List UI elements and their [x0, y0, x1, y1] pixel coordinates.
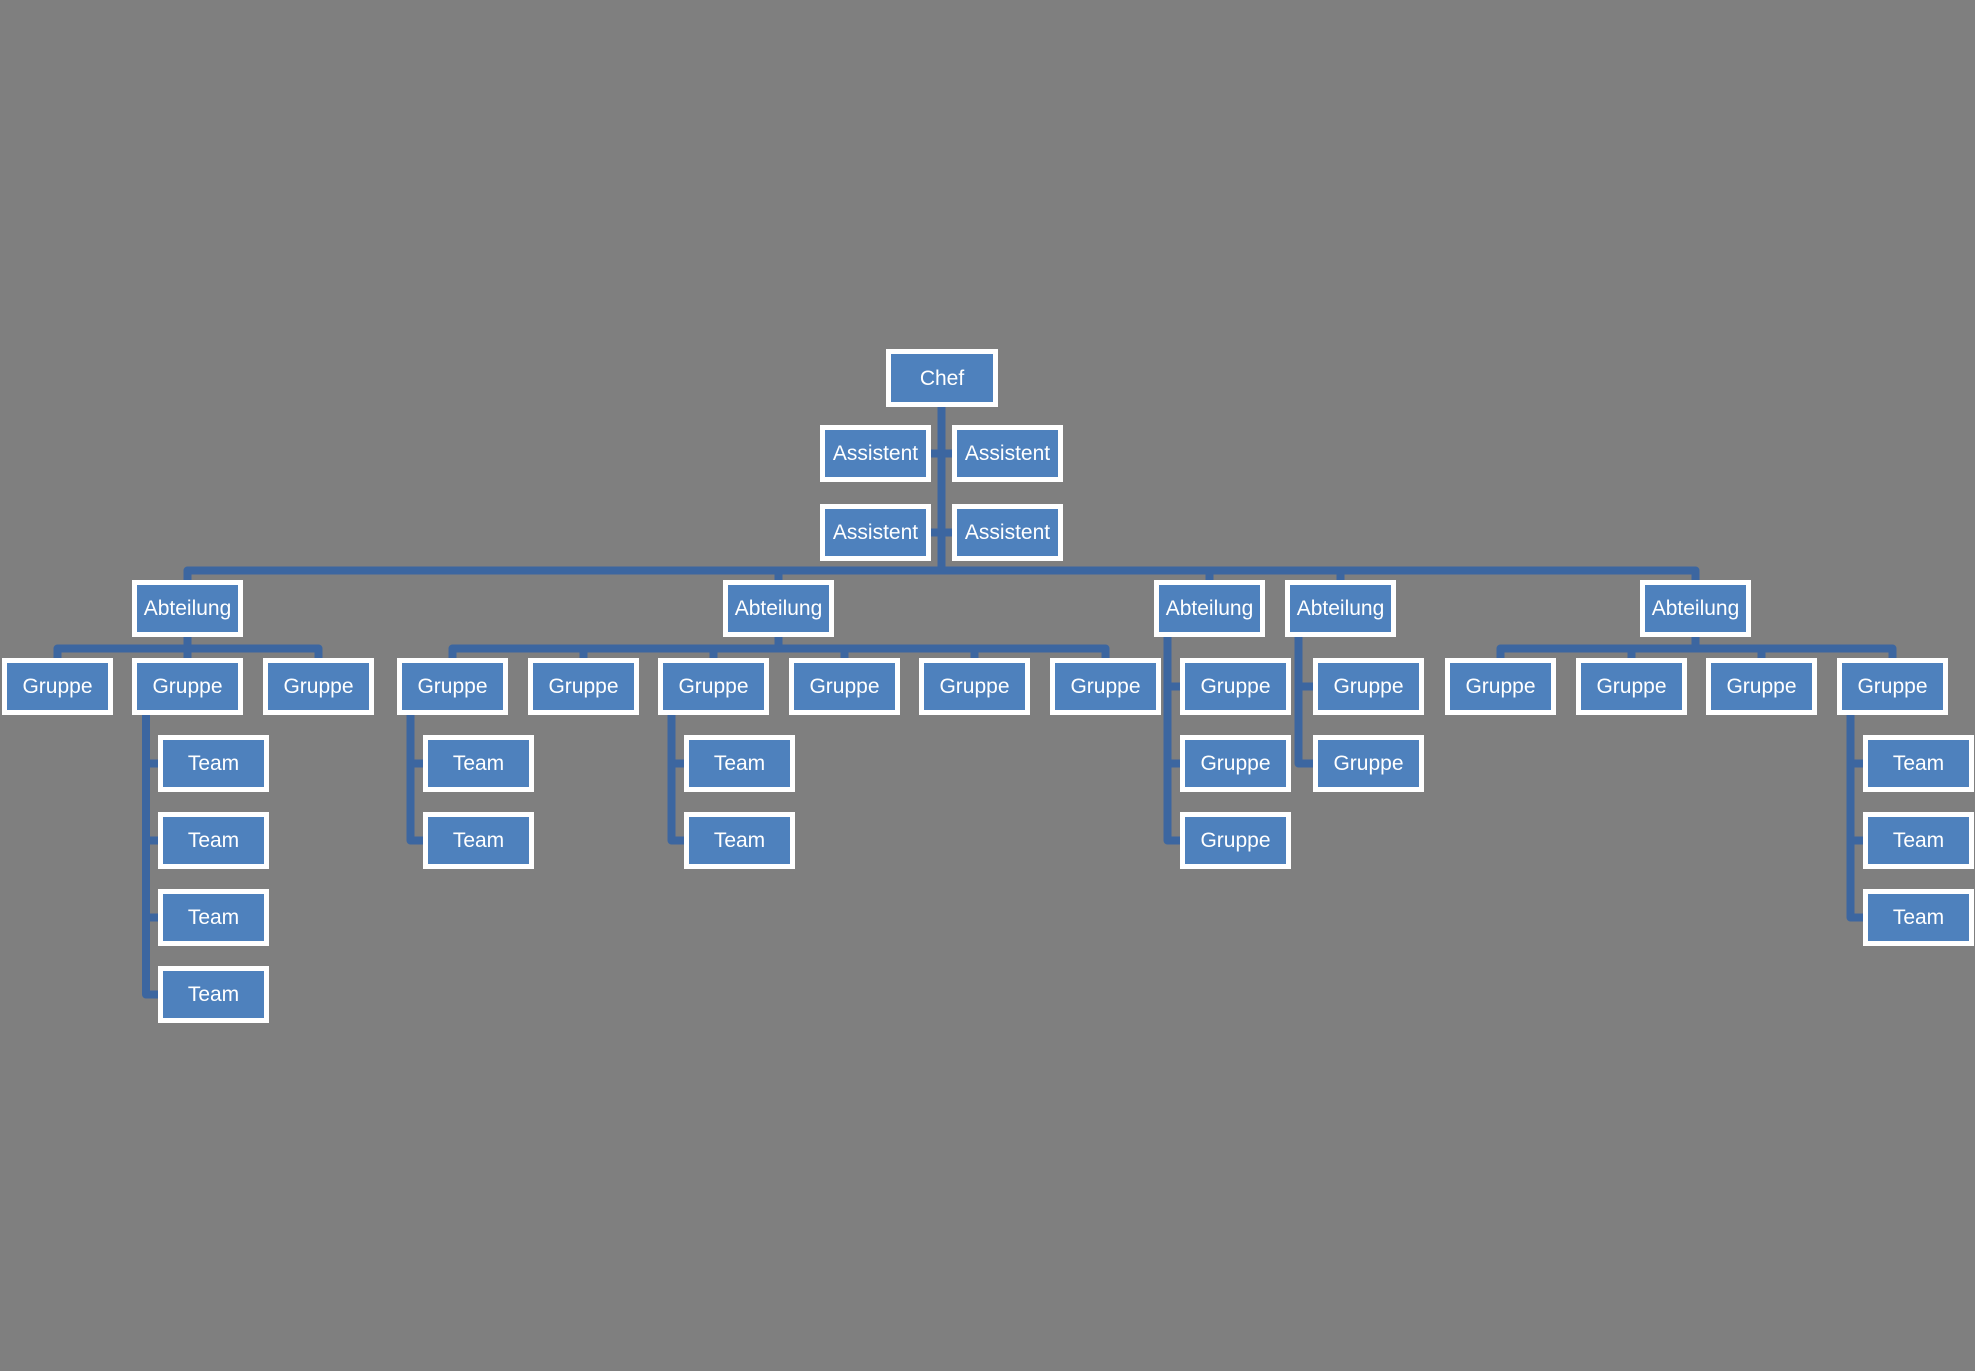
connector-abteilung-4-hang-line	[1294, 637, 1313, 768]
node-gruppe-2-3[interactable]: Gruppe	[658, 658, 769, 715]
connector-gruppe-5-4-teams-line	[1846, 715, 1863, 922]
node-gruppe-5-1[interactable]: Gruppe	[1445, 658, 1556, 715]
node-assistent-4[interactable]: Assistent	[952, 504, 1063, 561]
connector-abteilung-5-children-line	[1496, 644, 1897, 658]
connector-gruppe-1-2-teams-line	[142, 715, 158, 999]
node-gruppe-3-1[interactable]: Gruppe	[1180, 658, 1291, 715]
node-gruppe-5-2[interactable]: Gruppe	[1576, 658, 1687, 715]
connector-gruppe-2-3-teams-line	[667, 715, 684, 845]
connector-abteilung-1-children-line	[53, 644, 323, 658]
node-gruppe-3-2[interactable]: Gruppe	[1180, 735, 1291, 792]
node-gruppe-3-3[interactable]: Gruppe	[1180, 812, 1291, 869]
node-gruppe-2-6[interactable]: Gruppe	[1050, 658, 1161, 715]
node-abteilung-2[interactable]: Abteilung	[723, 580, 834, 637]
node-team-2-1[interactable]: Team	[423, 735, 534, 792]
node-team-1-3[interactable]: Team	[158, 889, 269, 946]
node-gruppe-1-2[interactable]: Gruppe	[132, 658, 243, 715]
node-gruppe-2-4[interactable]: Gruppe	[789, 658, 900, 715]
node-assistent-1[interactable]: Assistent	[820, 425, 931, 482]
node-gruppe-1-3[interactable]: Gruppe	[263, 658, 374, 715]
node-team-5-2[interactable]: Team	[1863, 812, 1974, 869]
node-gruppe-2-5[interactable]: Gruppe	[919, 658, 1030, 715]
node-abteilung-1[interactable]: Abteilung	[132, 580, 243, 637]
node-assistent-2[interactable]: Assistent	[952, 425, 1063, 482]
node-gruppe-4-1[interactable]: Gruppe	[1313, 658, 1424, 715]
node-team-1-1[interactable]: Team	[158, 735, 269, 792]
connector-gruppe-2-1-teams-line	[406, 715, 423, 845]
node-team-2-2[interactable]: Team	[423, 812, 534, 869]
node-abteilung-5[interactable]: Abteilung	[1640, 580, 1751, 637]
node-gruppe-4-2[interactable]: Gruppe	[1313, 735, 1424, 792]
node-assistent-3[interactable]: Assistent	[820, 504, 931, 561]
node-team-5-3[interactable]: Team	[1863, 889, 1974, 946]
node-chef[interactable]: Chef	[886, 349, 998, 407]
connector-main-line	[183, 566, 1700, 580]
node-gruppe-1-1[interactable]: Gruppe	[2, 658, 113, 715]
node-gruppe-5-3[interactable]: Gruppe	[1706, 658, 1817, 715]
node-team-1-2[interactable]: Team	[158, 812, 269, 869]
node-abteilung-4[interactable]: Abteilung	[1285, 580, 1396, 637]
node-gruppe-2-2[interactable]: Gruppe	[528, 658, 639, 715]
node-gruppe-5-4[interactable]: Gruppe	[1837, 658, 1948, 715]
node-abteilung-3[interactable]: Abteilung	[1154, 580, 1265, 637]
node-team-5-1[interactable]: Team	[1863, 735, 1974, 792]
node-team-3-1[interactable]: Team	[684, 735, 795, 792]
connector-abteilung-3-hang-line	[1163, 637, 1180, 845]
node-team-3-2[interactable]: Team	[684, 812, 795, 869]
node-team-1-4[interactable]: Team	[158, 966, 269, 1023]
connector-abteilung-2-children-line	[448, 644, 1110, 658]
node-gruppe-2-1[interactable]: Gruppe	[397, 658, 508, 715]
